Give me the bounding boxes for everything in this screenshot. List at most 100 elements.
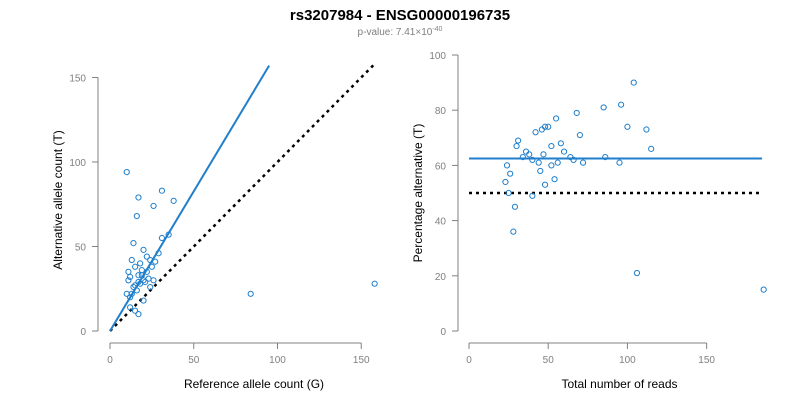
y-tick-label: 20 bbox=[435, 272, 447, 283]
data-point bbox=[127, 294, 134, 301]
data-point bbox=[130, 283, 137, 291]
data-point bbox=[551, 176, 558, 183]
data-point bbox=[548, 142, 555, 150]
x-tick-label: 150 bbox=[353, 355, 370, 366]
data-point bbox=[158, 187, 166, 194]
data-point bbox=[503, 162, 511, 169]
data-point bbox=[128, 256, 135, 264]
data-point bbox=[125, 277, 132, 284]
data-point bbox=[553, 115, 560, 122]
data-point bbox=[579, 159, 587, 166]
data-point bbox=[135, 310, 142, 318]
y-tick-label: 60 bbox=[435, 161, 447, 172]
figure-title: rs3207984 - ENSG00000196735 bbox=[290, 7, 510, 24]
data-point bbox=[502, 178, 509, 186]
y-tick-label: 100 bbox=[429, 51, 446, 62]
x-axis-title: Total number of reads bbox=[561, 377, 677, 391]
y-tick-label: 50 bbox=[75, 242, 87, 253]
data-point bbox=[529, 156, 536, 163]
data-point bbox=[540, 151, 547, 158]
data-point bbox=[643, 126, 650, 133]
x-tick-label: 0 bbox=[107, 355, 113, 366]
data-point bbox=[132, 282, 139, 289]
data-point bbox=[526, 151, 533, 158]
data-point bbox=[532, 129, 539, 136]
data-point bbox=[560, 148, 568, 155]
data-point bbox=[617, 101, 625, 108]
data-point bbox=[143, 253, 150, 260]
data-point bbox=[125, 268, 132, 275]
data-point bbox=[127, 273, 134, 281]
data-point bbox=[633, 269, 641, 277]
data-point bbox=[132, 263, 139, 270]
data-point bbox=[140, 297, 147, 304]
data-point bbox=[148, 263, 155, 270]
x-tick-label: 50 bbox=[543, 355, 555, 366]
data-point bbox=[535, 159, 542, 166]
data-point bbox=[135, 194, 142, 201]
data-point bbox=[170, 197, 177, 204]
x-tick-label: 100 bbox=[619, 355, 636, 366]
data-point bbox=[158, 234, 166, 242]
data-point bbox=[557, 140, 564, 147]
data-point bbox=[600, 104, 607, 111]
data-point bbox=[137, 260, 144, 267]
data-point bbox=[155, 250, 162, 257]
data-point bbox=[510, 228, 517, 235]
data-point bbox=[537, 167, 544, 175]
figure-subtitle: p-value: 7.41×10-40 bbox=[358, 26, 443, 38]
data-point bbox=[133, 212, 140, 220]
data-point bbox=[132, 307, 139, 314]
data-point bbox=[570, 156, 577, 163]
data-point bbox=[165, 231, 172, 238]
y-tick-label: 0 bbox=[80, 327, 86, 338]
data-point bbox=[576, 131, 583, 139]
data-point bbox=[123, 169, 130, 176]
y-tick-label: 0 bbox=[440, 327, 446, 338]
data-point bbox=[515, 137, 522, 144]
y-axis-title: Alternative allele count (T) bbox=[51, 130, 65, 269]
data-point bbox=[630, 79, 637, 86]
data-point bbox=[138, 267, 145, 274]
data-point bbox=[130, 240, 137, 247]
data-point bbox=[147, 283, 154, 291]
data-point bbox=[140, 246, 147, 253]
data-point bbox=[602, 154, 609, 161]
data-point bbox=[624, 123, 631, 130]
data-point bbox=[127, 304, 134, 311]
data-point bbox=[511, 203, 519, 210]
data-point bbox=[507, 170, 514, 177]
y-axis-title: Percentage alternative (T) bbox=[411, 124, 425, 263]
subtitle-exponent: -40 bbox=[432, 26, 442, 33]
data-point bbox=[529, 192, 536, 199]
data-point bbox=[760, 286, 767, 293]
subtitle-prefix: p-value: 7.41×10 bbox=[358, 27, 433, 38]
x-tick-label: 150 bbox=[698, 355, 715, 366]
right-scatter-plot: 0 50 100 150 0 20 40 60 80 100 Total number of rea… bbox=[411, 51, 767, 391]
data-point bbox=[616, 159, 623, 166]
x-tick-label: 0 bbox=[466, 355, 472, 366]
y-tick-label: 40 bbox=[435, 217, 447, 228]
data-point bbox=[513, 142, 520, 150]
data-point bbox=[545, 123, 552, 130]
data-point bbox=[541, 181, 549, 188]
data-point bbox=[648, 145, 655, 152]
data-point bbox=[538, 126, 545, 133]
data-point bbox=[138, 272, 145, 279]
data-point bbox=[150, 202, 157, 210]
x-axis-title: Reference allele count (G) bbox=[184, 377, 324, 391]
left-scatter-plot: 0 50 100 150 0 50 100 150 Reference allele count… bbox=[51, 63, 378, 391]
y-tick-label: 80 bbox=[435, 106, 447, 117]
data-point bbox=[573, 109, 580, 117]
y-tick-label: 150 bbox=[69, 73, 86, 84]
data-point bbox=[152, 258, 159, 265]
data-point bbox=[247, 290, 254, 297]
data-point bbox=[548, 162, 555, 169]
data-point bbox=[135, 272, 142, 279]
x-tick-label: 50 bbox=[188, 355, 200, 366]
data-point bbox=[143, 268, 150, 275]
data-point bbox=[145, 275, 152, 282]
data-point bbox=[123, 290, 130, 297]
